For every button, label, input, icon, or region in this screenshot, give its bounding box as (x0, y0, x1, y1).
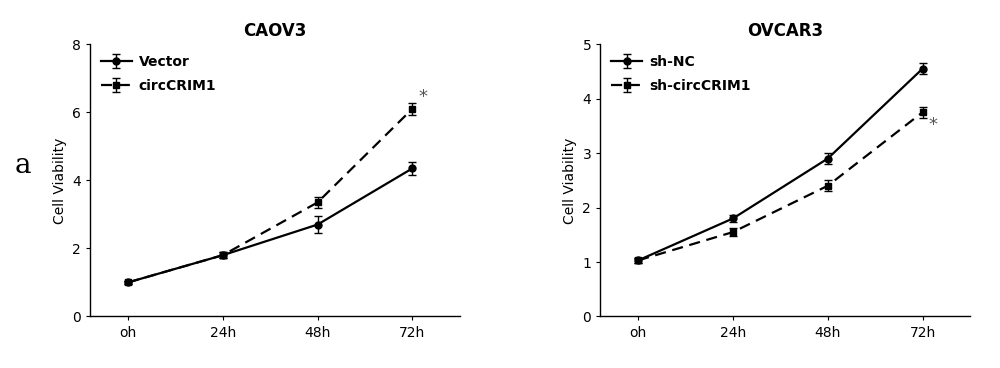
Title: CAOV3: CAOV3 (243, 22, 307, 40)
Text: *: * (928, 116, 937, 134)
Text: a: a (15, 152, 32, 179)
Title: OVCAR3: OVCAR3 (747, 22, 823, 40)
Legend: sh-NC, sh-circCRIM1: sh-NC, sh-circCRIM1 (607, 51, 755, 97)
Text: *: * (418, 88, 427, 106)
Y-axis label: Cell Viability: Cell Viability (53, 137, 67, 223)
Y-axis label: Cell Viability: Cell Viability (563, 137, 577, 223)
Legend: Vector, circCRIM1: Vector, circCRIM1 (97, 51, 220, 97)
